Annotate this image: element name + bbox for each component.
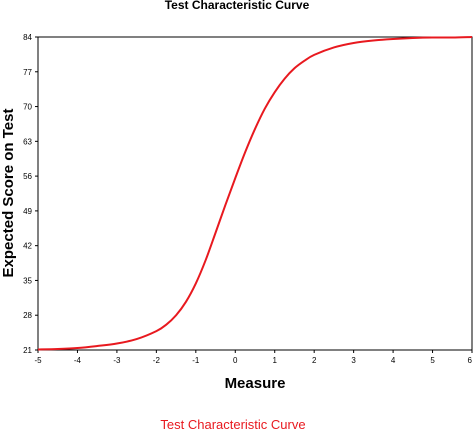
- x-axis-label: Measure: [225, 375, 286, 392]
- x-tick-label: 1: [273, 356, 278, 365]
- x-tick-label: -1: [192, 356, 200, 365]
- x-tick-label: -2: [153, 356, 161, 365]
- plot-area: [37, 36, 473, 351]
- y-axis-label: Expected Score on Test: [0, 109, 17, 278]
- chart-title: Test Characteristic Curve: [165, 0, 310, 12]
- y-tick-label: 70: [23, 103, 32, 112]
- y-tick-label: 42: [23, 242, 32, 251]
- x-tick-label: -5: [34, 356, 42, 365]
- x-tick-label: -4: [74, 356, 82, 365]
- y-tick-label: 28: [23, 311, 32, 320]
- x-tick-label: 2: [312, 356, 317, 365]
- x-tick-label: 0: [233, 356, 238, 365]
- y-tick-label: 49: [23, 207, 32, 216]
- x-tick-label: 3: [351, 356, 356, 365]
- y-tick-label: 84: [23, 33, 32, 42]
- series-line: [37, 36, 473, 351]
- y-axis: 21 28 35 42 49 56 63 70 77 84: [23, 33, 38, 355]
- x-axis: -5 -4 -3 -2 -1 0 1 2 3 4 5 6: [34, 350, 473, 365]
- y-tick-label: 21: [23, 346, 32, 355]
- x-tick-label: 6: [468, 356, 473, 365]
- y-tick-label: 56: [23, 172, 32, 181]
- x-tick-label: 4: [391, 356, 396, 365]
- y-tick-label: 63: [23, 137, 32, 146]
- x-tick-label: 5: [430, 356, 435, 365]
- y-tick-label: 35: [23, 276, 32, 285]
- figure-caption: Test Characteristic Curve: [160, 417, 305, 432]
- x-tick-label: -3: [113, 356, 121, 365]
- y-tick-label: 77: [23, 68, 32, 77]
